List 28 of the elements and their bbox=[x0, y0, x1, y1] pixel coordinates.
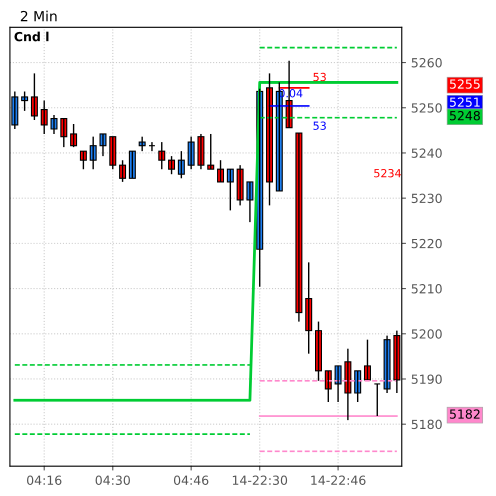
annotation: Cnd l bbox=[14, 32, 48, 42]
candlestick bbox=[207, 133, 214, 170]
y-tick-label: 5260 bbox=[412, 58, 442, 68]
candlestick bbox=[374, 383, 381, 417]
candlestick bbox=[168, 155, 176, 175]
x-tick-label: 14-22:46 bbox=[311, 475, 366, 485]
x-tick-label: 14-22:30 bbox=[232, 475, 288, 485]
x-tick-label: 04:30 bbox=[96, 475, 130, 485]
y-tick-label: 5210 bbox=[412, 284, 442, 294]
x-tick-label: 04:46 bbox=[174, 475, 208, 485]
text: 5182 bbox=[450, 409, 480, 419]
annotation: 5234 bbox=[374, 168, 402, 178]
candlestick bbox=[128, 150, 136, 179]
annotation: 53 bbox=[313, 122, 326, 130]
text: 5251 bbox=[450, 97, 480, 107]
y-tick-label: 5240 bbox=[412, 148, 442, 158]
y-tick-label: 5180 bbox=[412, 420, 442, 430]
y-tick-label: 5200 bbox=[412, 329, 442, 339]
y-tick-label: 5220 bbox=[412, 238, 442, 248]
y-tick-label: 5250 bbox=[412, 103, 442, 113]
text: 5248 bbox=[450, 110, 480, 120]
text: 5255 bbox=[450, 79, 480, 89]
x-tick-label: 04:16 bbox=[27, 475, 62, 485]
y-tick-label: 5230 bbox=[412, 194, 442, 204]
chart-title: 2 Min bbox=[20, 10, 57, 22]
annotation: 53 bbox=[313, 72, 326, 82]
y-tick-label: 5190 bbox=[412, 374, 442, 384]
candlestick bbox=[148, 141, 156, 152]
